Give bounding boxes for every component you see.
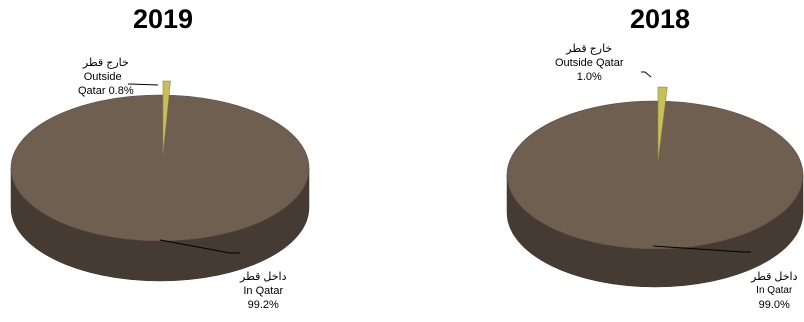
pie-slice-outside-qatar-2019: [162, 80, 171, 155]
chart-title-2019: 2019: [132, 4, 194, 34]
label-outside-qatar-2018: خارج قطر Outside Qatar 1.0%: [555, 42, 623, 84]
label-outside-en-2019: Outside: [83, 71, 122, 83]
pie-chart-2018: 2018 خارج قطر Outside Qatar 1.0% داخل قط…: [505, 0, 804, 322]
chart-title-2018: 2018: [629, 4, 691, 34]
pie-chart-2019: 2019 خارج قطر Outside Qatar 0.8% داخل قط…: [8, 0, 318, 322]
pie-slice-outside-qatar-2018: [657, 86, 668, 162]
label-inside-en-2019: In Qatar: [243, 285, 284, 297]
leader-line-outside-2019: [128, 83, 159, 86]
label-in-qatar-2018: داخل قطر In Qatar 99.0%: [751, 270, 798, 312]
pie-slice-in-qatar-2019: [10, 94, 310, 242]
label-inside-en-2018: In Qatar: [756, 285, 793, 296]
label-inside-ar-2019: داخل قطر: [240, 271, 287, 283]
pie-svg-2019: [10, 80, 310, 282]
label-outside-en-2018: Outside Qatar: [555, 57, 624, 69]
label-outside-pct-2018: 1.0%: [576, 71, 602, 83]
pie-slice-in-qatar-2018: [506, 100, 804, 250]
label-outside-ar-2019: خارج قطر: [82, 57, 129, 69]
label-inside-pct-2018: 99.0%: [758, 299, 790, 311]
leader-line-outside-2018: [641, 71, 652, 78]
label-outside-pct-2019: Qatar 0.8%: [78, 85, 134, 97]
label-inside-pct-2019: 99.2%: [247, 299, 279, 311]
leader-line-inside-2019: [159, 239, 240, 254]
label-in-qatar-2019: داخل قطر In Qatar 99.2%: [240, 270, 287, 312]
leader-line-inside-2018: [652, 245, 751, 253]
pie-svg-2018: [506, 71, 804, 288]
label-outside-ar-2018: خارج قطر: [566, 43, 613, 55]
label-inside-ar-2018: داخل قطر: [751, 271, 798, 283]
label-outside-qatar-2019: خارج قطر Outside Qatar 0.8%: [78, 56, 134, 98]
